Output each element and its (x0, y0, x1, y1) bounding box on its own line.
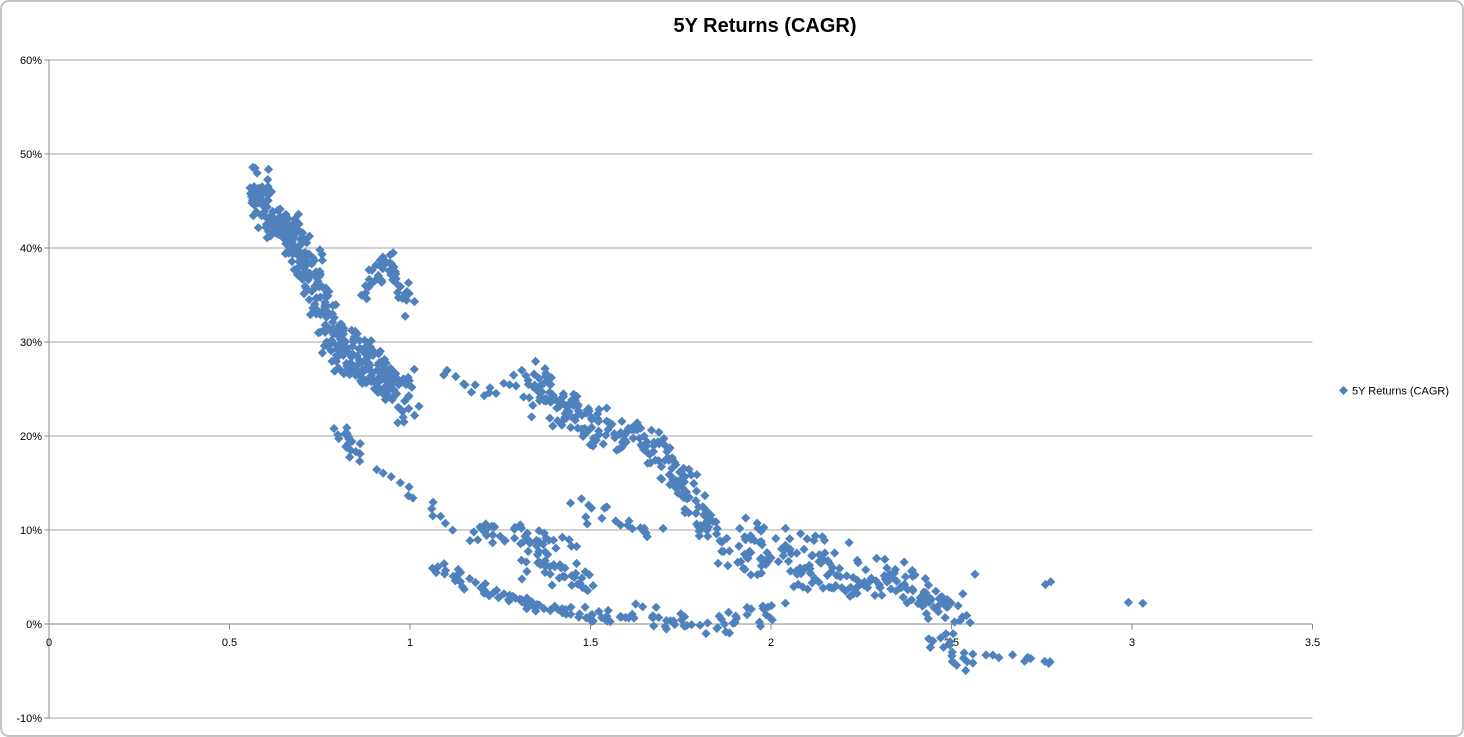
y-tick-label: 60% (20, 55, 42, 67)
y-tick-label: -10% (16, 713, 42, 725)
chart-title: 5Y Returns (CAGR) (674, 15, 857, 37)
y-tick-label: 0% (26, 619, 42, 631)
x-tick-label: 1.5 (583, 637, 598, 649)
legend-label: 5Y Returns (CAGR) (1352, 386, 1449, 398)
x-tick-label: 2 (768, 637, 774, 649)
y-tick-label: 20% (20, 431, 42, 443)
x-tick-label: 0.5 (222, 637, 237, 649)
x-tick-label: 3.5 (1305, 637, 1320, 649)
x-tick-label: 1 (407, 637, 413, 649)
scatter-series (245, 162, 1148, 676)
y-tick-label: 50% (20, 149, 42, 161)
x-tick-label: 3 (1129, 637, 1135, 649)
legend: 5Y Returns (CAGR) (1339, 386, 1449, 398)
y-axis: 60% 50% 40% 30% 20% 10% 0% -10% (16, 55, 50, 725)
x-tick-label: 0 (46, 637, 52, 649)
y-tick-label: 30% (20, 337, 42, 349)
scatter-points (245, 162, 1148, 676)
y-tick-label: 40% (20, 243, 42, 255)
legend-marker-diamond-icon (1339, 386, 1348, 395)
y-tick-label: 10% (20, 525, 42, 537)
